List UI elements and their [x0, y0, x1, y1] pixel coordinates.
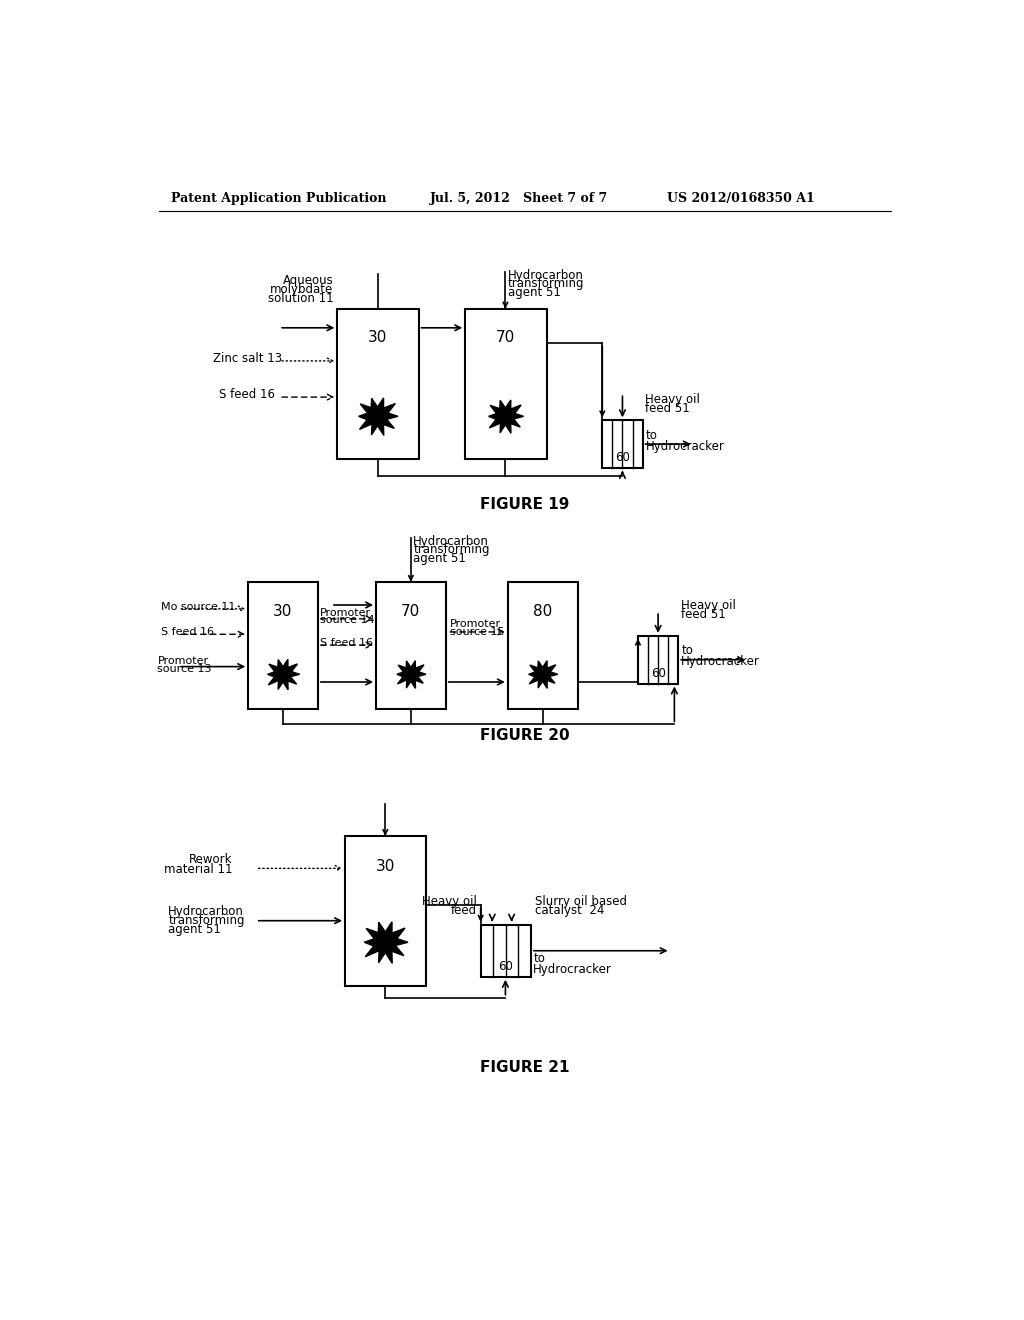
Text: 70: 70: [401, 603, 421, 619]
Text: Mo source 11: Mo source 11: [161, 602, 234, 612]
Text: 30: 30: [273, 603, 293, 619]
Bar: [638, 636, 678, 684]
Text: 60: 60: [650, 667, 666, 680]
Text: agent 51: agent 51: [168, 924, 221, 936]
Text: 30: 30: [368, 330, 387, 346]
Text: Heavy oil: Heavy oil: [422, 895, 477, 908]
Text: Hydrocracker: Hydrocracker: [681, 655, 760, 668]
Text: material 11: material 11: [164, 862, 232, 875]
Text: Jul. 5, 2012   Sheet 7 of 7: Jul. 5, 2012 Sheet 7 of 7: [430, 191, 608, 205]
Text: FIGURE 20: FIGURE 20: [480, 729, 569, 743]
Text: solution 11: solution 11: [267, 292, 334, 305]
Text: source 13: source 13: [158, 664, 212, 675]
Polygon shape: [365, 921, 408, 964]
Text: 70: 70: [496, 330, 515, 346]
Text: Patent Application Publication: Patent Application Publication: [171, 191, 386, 205]
Text: agent 51: agent 51: [508, 286, 560, 298]
Text: 80: 80: [534, 603, 552, 619]
Text: feed: feed: [451, 904, 477, 917]
Text: FIGURE 19: FIGURE 19: [480, 498, 569, 512]
Text: Hydrocracker: Hydrocracker: [646, 440, 725, 453]
Text: to: to: [681, 644, 693, 657]
Text: Hydrocarbon: Hydrocarbon: [168, 906, 244, 917]
Text: S feed 16: S feed 16: [219, 388, 275, 401]
Bar: [248, 582, 317, 709]
Text: 60: 60: [615, 451, 630, 465]
Text: Promoter: Promoter: [450, 619, 501, 630]
Text: US 2012/0168350 A1: US 2012/0168350 A1: [667, 191, 814, 205]
Text: source 15: source 15: [450, 627, 504, 638]
Bar: [602, 420, 643, 469]
Text: transforming: transforming: [508, 277, 585, 290]
Text: Promoter: Promoter: [321, 607, 372, 618]
Text: Rework: Rework: [189, 853, 232, 866]
Text: Hydrocracker: Hydrocracker: [534, 962, 612, 975]
Text: S feed 16: S feed 16: [321, 638, 373, 648]
Text: 60: 60: [498, 961, 513, 973]
Text: catalyst  24: catalyst 24: [535, 904, 604, 917]
Text: transforming: transforming: [168, 915, 245, 927]
Bar: [337, 309, 419, 459]
Polygon shape: [488, 400, 523, 433]
Bar: [508, 582, 578, 709]
Text: to: to: [534, 952, 545, 965]
Bar: [465, 309, 547, 459]
Text: feed 51: feed 51: [681, 607, 725, 620]
Polygon shape: [358, 397, 398, 436]
Polygon shape: [397, 661, 426, 688]
Bar: [376, 582, 445, 709]
Text: source 14: source 14: [321, 615, 375, 626]
Text: Hydrocarbon: Hydrocarbon: [414, 535, 489, 548]
Polygon shape: [267, 659, 300, 690]
Text: molybdate: molybdate: [270, 282, 334, 296]
Text: Heavy oil: Heavy oil: [645, 393, 699, 407]
Text: 30: 30: [376, 859, 395, 874]
Text: agent 51: agent 51: [414, 552, 466, 565]
Text: feed 51: feed 51: [645, 403, 690, 416]
Text: Heavy oil: Heavy oil: [681, 598, 735, 611]
Text: FIGURE 21: FIGURE 21: [480, 1060, 569, 1074]
Text: Promoter: Promoter: [158, 656, 209, 667]
Text: to: to: [646, 429, 657, 442]
Text: transforming: transforming: [414, 543, 489, 556]
Text: Aqueous: Aqueous: [283, 273, 334, 286]
Text: S feed 16: S feed 16: [161, 627, 214, 638]
Text: Slurry oil based: Slurry oil based: [535, 895, 627, 908]
Text: Hydrocarbon: Hydrocarbon: [508, 269, 584, 282]
Bar: [480, 924, 531, 977]
Polygon shape: [528, 661, 558, 688]
Text: Zinc salt 13: Zinc salt 13: [213, 352, 283, 366]
Bar: [345, 836, 426, 986]
